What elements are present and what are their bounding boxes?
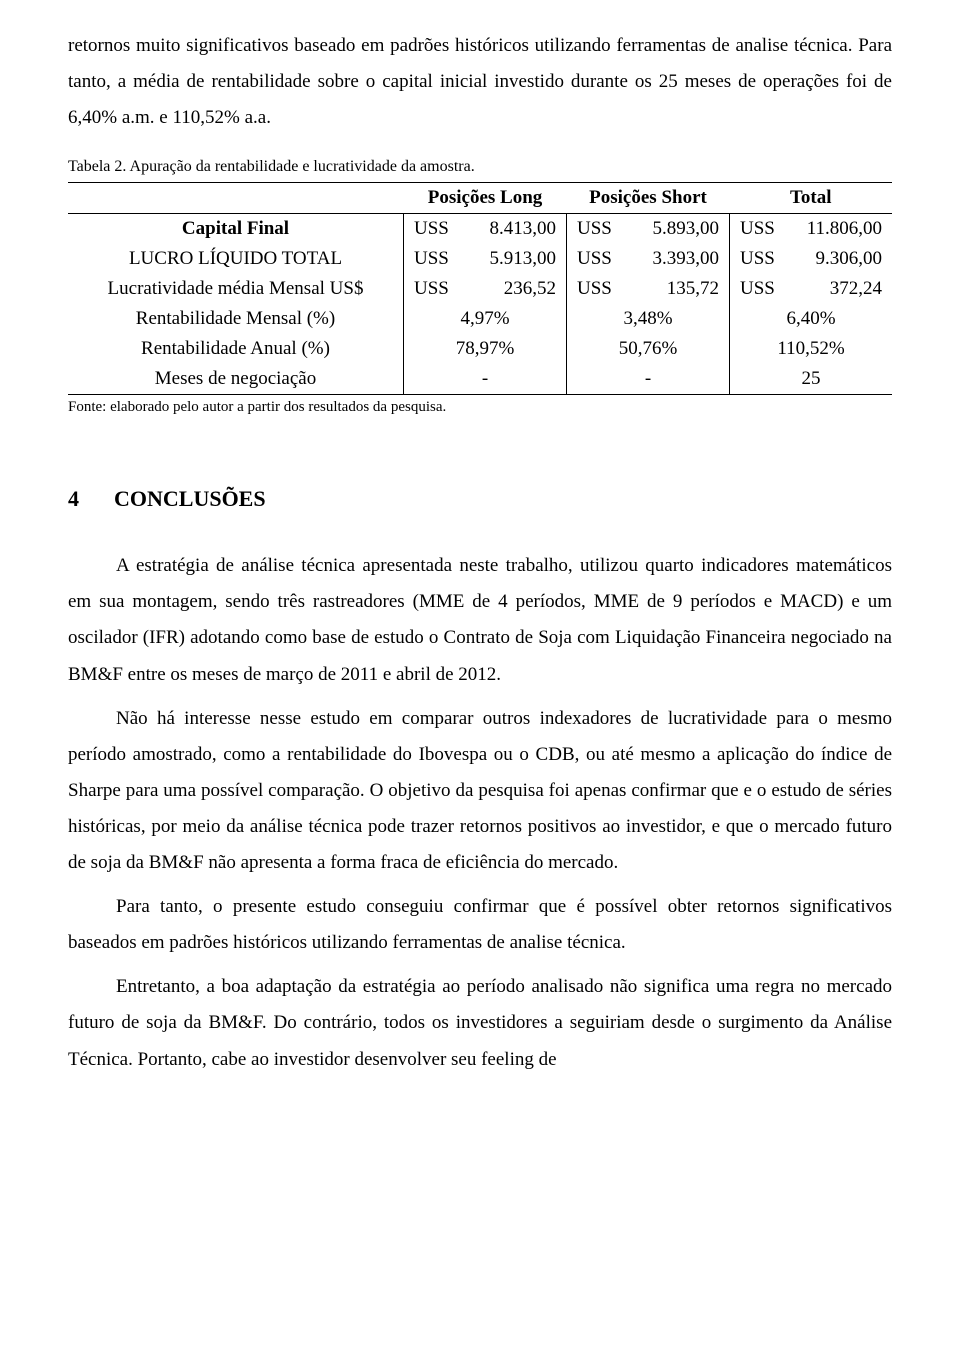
row-total-val: 11.806,00 — [790, 214, 892, 245]
table-caption: Tabela 2. Apuração da rentabilidade e lu… — [68, 158, 892, 176]
row-total-val: 9.306,00 — [790, 244, 892, 274]
row-label: Lucratividade média Mensal US$ — [68, 274, 404, 304]
table-header-short: Posições Short — [567, 183, 730, 214]
table-row: Rentabilidade Mensal (%) 4,97% 3,48% 6,4… — [68, 304, 892, 334]
conclusion-paragraph: Para tanto, o presente estudo conseguiu … — [68, 889, 892, 961]
table-header-long: Posições Long — [404, 183, 567, 214]
row-short-single: 3,48% — [567, 304, 730, 334]
row-total-single: 25 — [730, 364, 893, 395]
table-row: LUCRO LÍQUIDO TOTAL USS 5.913,00 USS 3.3… — [68, 244, 892, 274]
row-short-cur: USS — [567, 214, 628, 245]
row-label: Capital Final — [68, 214, 404, 245]
conclusion-paragraph: Entretanto, a boa adaptação da estratégi… — [68, 969, 892, 1077]
table-row: Capital Final USS 8.413,00 USS 5.893,00 … — [68, 214, 892, 245]
row-long-cur: USS — [404, 244, 465, 274]
conclusion-paragraph: A estratégia de análise técnica apresent… — [68, 548, 892, 692]
section-heading: 4CONCLUSÕES — [68, 486, 892, 512]
row-short-val: 5.893,00 — [627, 214, 730, 245]
row-long-val: 5.913,00 — [464, 244, 567, 274]
page: retornos muito significativos baseado em… — [0, 0, 960, 1126]
intro-paragraph: retornos muito significativos baseado em… — [68, 28, 892, 136]
row-label: Rentabilidade Anual (%) — [68, 334, 404, 364]
row-long-val: 8.413,00 — [464, 214, 567, 245]
table-row: Meses de negociação - - 25 — [68, 364, 892, 395]
row-total-cur: USS — [730, 214, 791, 245]
row-label: Rentabilidade Mensal (%) — [68, 304, 404, 334]
row-long-single: 78,97% — [404, 334, 567, 364]
row-total-cur: USS — [730, 274, 791, 304]
section-number: 4 — [68, 486, 114, 512]
row-short-val: 3.393,00 — [627, 244, 730, 274]
row-short-single: 50,76% — [567, 334, 730, 364]
conclusion-paragraph: Não há interesse nesse estudo em compara… — [68, 701, 892, 881]
row-short-cur: USS — [567, 244, 628, 274]
row-long-single: - — [404, 364, 567, 395]
row-long-cur: USS — [404, 214, 465, 245]
row-short-val: 135,72 — [627, 274, 730, 304]
row-total-val: 372,24 — [790, 274, 892, 304]
row-short-cur: USS — [567, 274, 628, 304]
table-header-blank — [68, 183, 404, 214]
table-row: Rentabilidade Anual (%) 78,97% 50,76% 11… — [68, 334, 892, 364]
row-long-cur: USS — [404, 274, 465, 304]
table-source: Fonte: elaborado pelo autor a partir dos… — [68, 399, 892, 416]
row-short-single: - — [567, 364, 730, 395]
row-long-val: 236,52 — [464, 274, 567, 304]
row-total-single: 6,40% — [730, 304, 893, 334]
row-long-single: 4,97% — [404, 304, 567, 334]
table-row: Lucratividade média Mensal US$ USS 236,5… — [68, 274, 892, 304]
row-total-single: 110,52% — [730, 334, 893, 364]
section-title: CONCLUSÕES — [114, 486, 266, 511]
row-total-cur: USS — [730, 244, 791, 274]
table-header-total: Total — [730, 183, 893, 214]
row-label: LUCRO LÍQUIDO TOTAL — [68, 244, 404, 274]
row-label: Meses de negociação — [68, 364, 404, 395]
table-header-row: Posições Long Posições Short Total — [68, 183, 892, 214]
profitability-table: Posições Long Posições Short Total Capit… — [68, 182, 892, 395]
